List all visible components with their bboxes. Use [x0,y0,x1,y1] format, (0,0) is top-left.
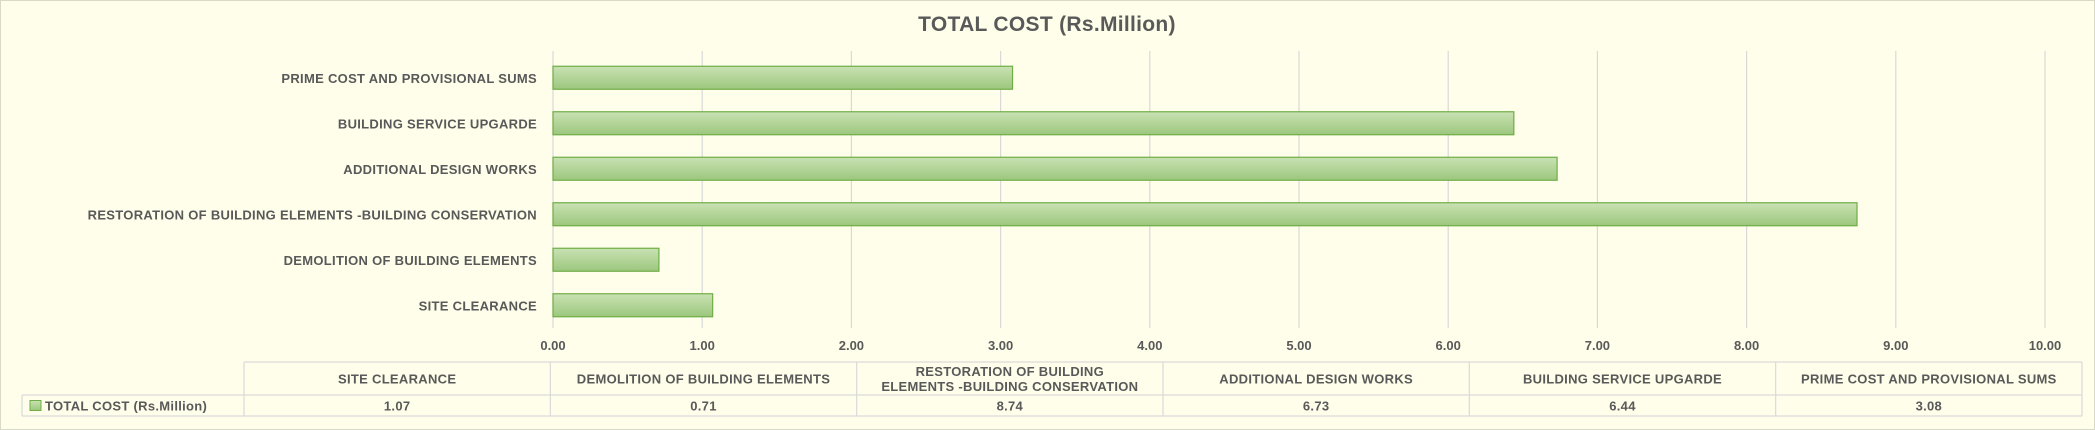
category-label: PRIME COST AND PROVISIONAL SUMS [281,71,537,86]
x-tick-label: 4.00 [1137,338,1162,353]
bar [552,156,1558,181]
bar [552,111,1515,136]
x-tick-label: 2.00 [839,338,864,353]
x-axis-tick-labels: 0.00 1.00 2.00 3.00 4.00 5.00 6.00 7.00 8.00 9.00… [540,338,2061,353]
table-header-cell: ADDITIONAL DESIGN WORKS [1219,372,1413,387]
legend-label: TOTAL COST (Rs.Million) [45,399,207,414]
table-value-cell: 3.08 [1916,399,1943,414]
x-tick-label: 6.00 [1436,338,1461,353]
category-label: SITE CLEARANCE [419,298,537,313]
table-header-cell: DEMOLITION OF BUILDING ELEMENTS [577,372,830,387]
bar [552,65,1014,90]
chart-title: TOTAL COST (Rs.Million) [918,13,1176,36]
x-tick-label: 0.00 [540,338,565,353]
table-value-cell: 0.71 [690,399,717,414]
x-tick-label: 9.00 [1883,338,1908,353]
table-header-cell: RESTORATION OF BUILDING [916,364,1104,379]
table-header-cell: SITE CLEARANCE [338,372,456,387]
bar [552,247,660,272]
x-tick-label: 1.00 [690,338,715,353]
table-value-cell: 8.74 [997,399,1024,414]
legend-swatch [29,400,42,411]
table-value-cell: 1.07 [384,399,411,414]
category-label: ADDITIONAL DESIGN WORKS [343,162,537,177]
category-label: RESTORATION OF BUILDING ELEMENTS -BUILDI… [88,207,537,222]
data-table: SITE CLEARANCE DEMOLITION OF BUILDING ELE… [21,361,2083,417]
x-tick-label: 5.00 [1286,338,1311,353]
table-value-cell: 6.73 [1303,399,1330,414]
table-header-cell: BUILDING SERVICE UPGARDE [1523,372,1722,387]
table-header-cell: ELEMENTS -BUILDING CONSERVATION [881,379,1138,394]
x-tick-label: 7.00 [1585,338,1610,353]
bar-series [552,65,1858,318]
x-tick-label: 10.00 [2029,338,2062,353]
table-header-cell: PRIME COST AND PROVISIONAL SUMS [1801,372,2057,387]
category-labels: SITE CLEARANCE DEMOLITION OF BUILDING ELE… [88,71,537,314]
grid-lines [552,51,2046,328]
x-tick-label: 3.00 [988,338,1013,353]
category-label: BUILDING SERVICE UPGARDE [338,116,537,131]
table-value-cell: 6.44 [1609,399,1636,414]
x-tick-label: 8.00 [1734,338,1759,353]
category-label: DEMOLITION OF BUILDING ELEMENTS [284,253,537,268]
bar [552,202,1858,227]
bar [552,293,714,318]
